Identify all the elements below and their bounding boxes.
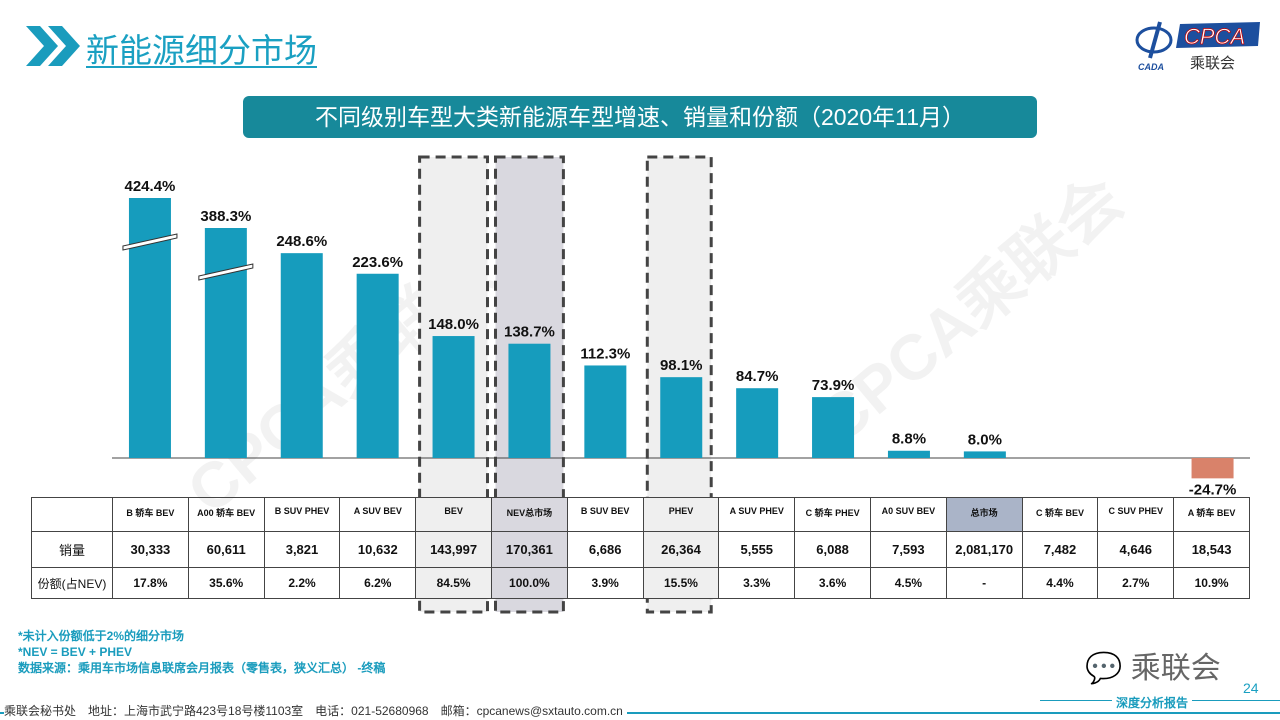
double-chevron-icon [26, 26, 80, 66]
table-header-cell: BEV [415, 497, 492, 532]
wechat-icon: 💬 [1085, 652, 1123, 685]
share-cell: 84.5% [415, 567, 492, 599]
table-header-cell: A00 轿车 BEV [187, 497, 265, 532]
table-header-cell: A0 SUV BEV [869, 497, 947, 532]
sales-cell: 18,543 [1173, 531, 1250, 568]
data-label: 8.0% [968, 431, 1002, 448]
table-header-cell: A SUV BEV [339, 497, 417, 532]
data-label: -24.7% [1189, 481, 1237, 498]
table-header-cell: 总市场 [945, 497, 1023, 532]
svg-text:CPCA: CPCA [1184, 24, 1245, 49]
note: *未计入份额低于2%的细分市场 [18, 629, 185, 643]
cpca-logo: CADA CPCA 乘联会 [1135, 21, 1260, 72]
bar [887, 450, 930, 458]
bar [508, 343, 551, 458]
data-label: 148.0% [428, 316, 479, 333]
share-cell: 2.2% [263, 567, 341, 599]
bar [736, 388, 779, 458]
data-label: 424.4% [125, 178, 176, 195]
table-row-share: 份额(占NEV) 17.8% 35.6% 2.2% 6.2% 84.5% 100.0% 3.9… [31, 567, 1250, 599]
axis-break-mark [198, 263, 254, 281]
footer-line [0, 712, 1280, 714]
data-label: 388.3% [200, 208, 251, 225]
sales-cell: 10,632 [339, 531, 417, 568]
svg-text:乘联会: 乘联会 [1190, 54, 1235, 72]
data-label: 138.7% [504, 324, 555, 341]
share-cell: 6.2% [339, 567, 417, 599]
table-row-sales: 销量 30,333 60,611 3,821 10,632 143,997 170,361 6… [31, 531, 1250, 568]
wechat-brand: 💬 乘联会 [1085, 652, 1221, 685]
table-header-cell: C 轿车 BEV [1021, 497, 1099, 532]
share-cell: 2.7% [1097, 567, 1175, 599]
sales-cell: 30,333 [112, 531, 189, 568]
bar [1191, 458, 1234, 479]
sales-cell: 60,611 [187, 531, 265, 568]
data-label: 248.6% [276, 233, 327, 250]
page-title: 新能源细分市场 [86, 32, 317, 69]
data-label: 73.9% [812, 377, 855, 394]
notes: *未计入份额低于2%的细分市场 *NEV = BEV + PHEV 数据来源：乘… [18, 628, 385, 676]
bar [204, 228, 247, 458]
share-cell: 17.8% [112, 567, 189, 599]
data-label: 8.8% [892, 431, 926, 448]
sales-cell: 6,686 [566, 531, 644, 568]
axis-break-mark [122, 233, 178, 251]
share-cell: 100.0% [490, 567, 568, 599]
chart-title: 不同级别车型大类新能源车型增速、销量和份额（2020年11月） [243, 96, 1037, 138]
sales-cell: 5,555 [718, 531, 796, 568]
table-header-row: B 轿车 BEV A00 轿车 BEV B SUV PHEV A SUV BEV BEV… [31, 497, 1250, 532]
svg-text:CADA: CADA [1138, 62, 1164, 72]
page-number: 24 [1243, 680, 1259, 696]
note: *NEV = BEV + PHEV [18, 645, 133, 659]
bar [660, 377, 703, 458]
share-cell: 3.3% [718, 567, 796, 599]
sales-cell: 7,482 [1021, 531, 1099, 568]
data-label: 84.7% [736, 368, 779, 385]
table-header-cell: A SUV PHEV [718, 497, 796, 532]
table-header-cell: A 轿车 BEV [1173, 497, 1250, 532]
table-header-cell: B SUV PHEV [263, 497, 341, 532]
data-label: 112.3% [580, 345, 630, 362]
table-header-cell: C SUV PHEV [1097, 497, 1175, 532]
bar [963, 451, 1006, 458]
sales-cell: 26,364 [642, 531, 720, 568]
report-label: 深度分析报告 [1112, 694, 1193, 711]
sales-cell: 7,593 [869, 531, 947, 568]
table-header-cell: C 轿车 PHEV [794, 497, 871, 532]
data-label: 223.6% [352, 254, 403, 271]
sales-cell: 6,088 [794, 531, 871, 568]
source-note: 数据来源：乘用车市场信息联席会月报表（零售表，狭义汇总） -终稿 [18, 661, 386, 675]
table-header-cell: NEV总市场 [490, 497, 568, 532]
table-header-cell: PHEV [642, 497, 720, 532]
sales-cell: 4,646 [1097, 531, 1175, 568]
sales-cell: 2,081,170 [945, 531, 1023, 568]
table-header-cell: B 轿车 BEV [112, 497, 189, 532]
bar [432, 336, 475, 458]
footer-text: 乘联会秘书处 地址：上海市武宁路423号18号楼1103室 电话：021-526… [4, 702, 627, 719]
bar [812, 397, 855, 458]
sales-cell: 3,821 [263, 531, 341, 568]
data-label: 98.1% [660, 357, 703, 374]
sales-cell: 170,361 [490, 531, 568, 568]
share-cell: - [945, 567, 1023, 599]
bar [280, 253, 323, 458]
table-header-cell: B SUV BEV [566, 497, 644, 532]
bar [356, 273, 399, 458]
share-cell: 15.5% [642, 567, 720, 599]
share-cell: 35.6% [187, 567, 265, 599]
share-cell: 10.9% [1173, 567, 1250, 599]
share-cell: 3.6% [794, 567, 871, 599]
data-table: B 轿车 BEV A00 轿车 BEV B SUV PHEV A SUV BEV BEV… [31, 497, 1250, 599]
share-cell: 4.4% [1021, 567, 1099, 599]
bar [584, 365, 627, 458]
share-cell: 3.9% [566, 567, 644, 599]
share-cell: 4.5% [869, 567, 947, 599]
sales-cell: 143,997 [415, 531, 492, 568]
